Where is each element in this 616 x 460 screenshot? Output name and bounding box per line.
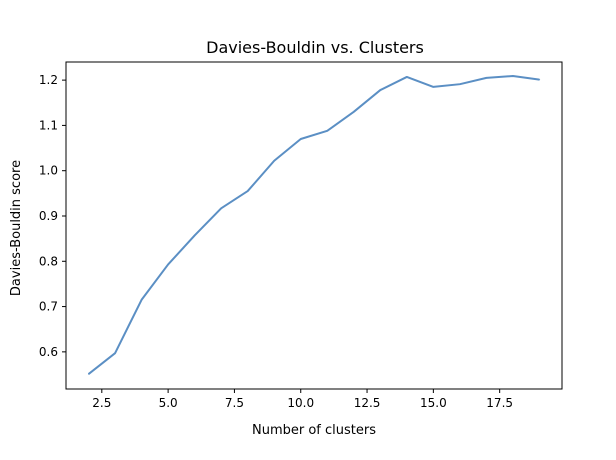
y-tick-label: 0.8 bbox=[39, 254, 58, 268]
data-point bbox=[247, 190, 249, 192]
y-tick-label: 1.2 bbox=[39, 73, 58, 87]
data-point bbox=[194, 234, 196, 237]
data-point bbox=[538, 79, 541, 81]
data-point bbox=[432, 86, 434, 88]
x-tick-label: 12.5 bbox=[354, 396, 381, 410]
plot-area bbox=[87, 75, 541, 375]
x-tick-label: 15.0 bbox=[420, 396, 447, 410]
x-tick-label: 5.0 bbox=[159, 396, 178, 410]
data-point bbox=[353, 111, 355, 113]
data-point bbox=[114, 352, 116, 354]
y-tick-label: 0.9 bbox=[39, 209, 58, 223]
x-tick-label: 17.5 bbox=[486, 396, 513, 410]
data-point bbox=[512, 75, 514, 77]
y-axis: 0.6 0.7 0.8 0.9 1.0 1.1 1.2 bbox=[39, 73, 66, 359]
y-axis-label: Davies-Bouldin score bbox=[9, 160, 24, 296]
data-point bbox=[379, 89, 381, 91]
y-tick-label: 1.0 bbox=[39, 164, 58, 178]
series-line bbox=[87, 75, 540, 375]
x-axis-label: Number of clusters bbox=[252, 423, 376, 438]
x-tick-label: 2.5 bbox=[92, 396, 111, 410]
data-point bbox=[273, 160, 275, 162]
data-point bbox=[485, 77, 488, 79]
data-point bbox=[87, 373, 90, 375]
x-axis: 2.5 5.0 7.5 10.0 12.5 15.0 17.5 bbox=[92, 389, 513, 410]
data-point bbox=[459, 83, 461, 85]
data-point bbox=[220, 207, 222, 209]
x-tick-label: 7.5 bbox=[225, 396, 244, 410]
x-tick-label: 10.0 bbox=[287, 396, 314, 410]
data-point bbox=[406, 76, 408, 78]
data-point bbox=[300, 138, 302, 140]
data-point bbox=[167, 263, 169, 266]
y-tick-label: 0.7 bbox=[39, 300, 58, 314]
y-tick-label: 1.1 bbox=[39, 118, 58, 132]
data-point bbox=[140, 299, 143, 301]
y-tick-label: 0.6 bbox=[39, 345, 58, 359]
axes-frame bbox=[65, 61, 563, 390]
chart-title: Davies-Bouldin vs. Clusters bbox=[206, 38, 424, 57]
data-point bbox=[326, 130, 328, 132]
